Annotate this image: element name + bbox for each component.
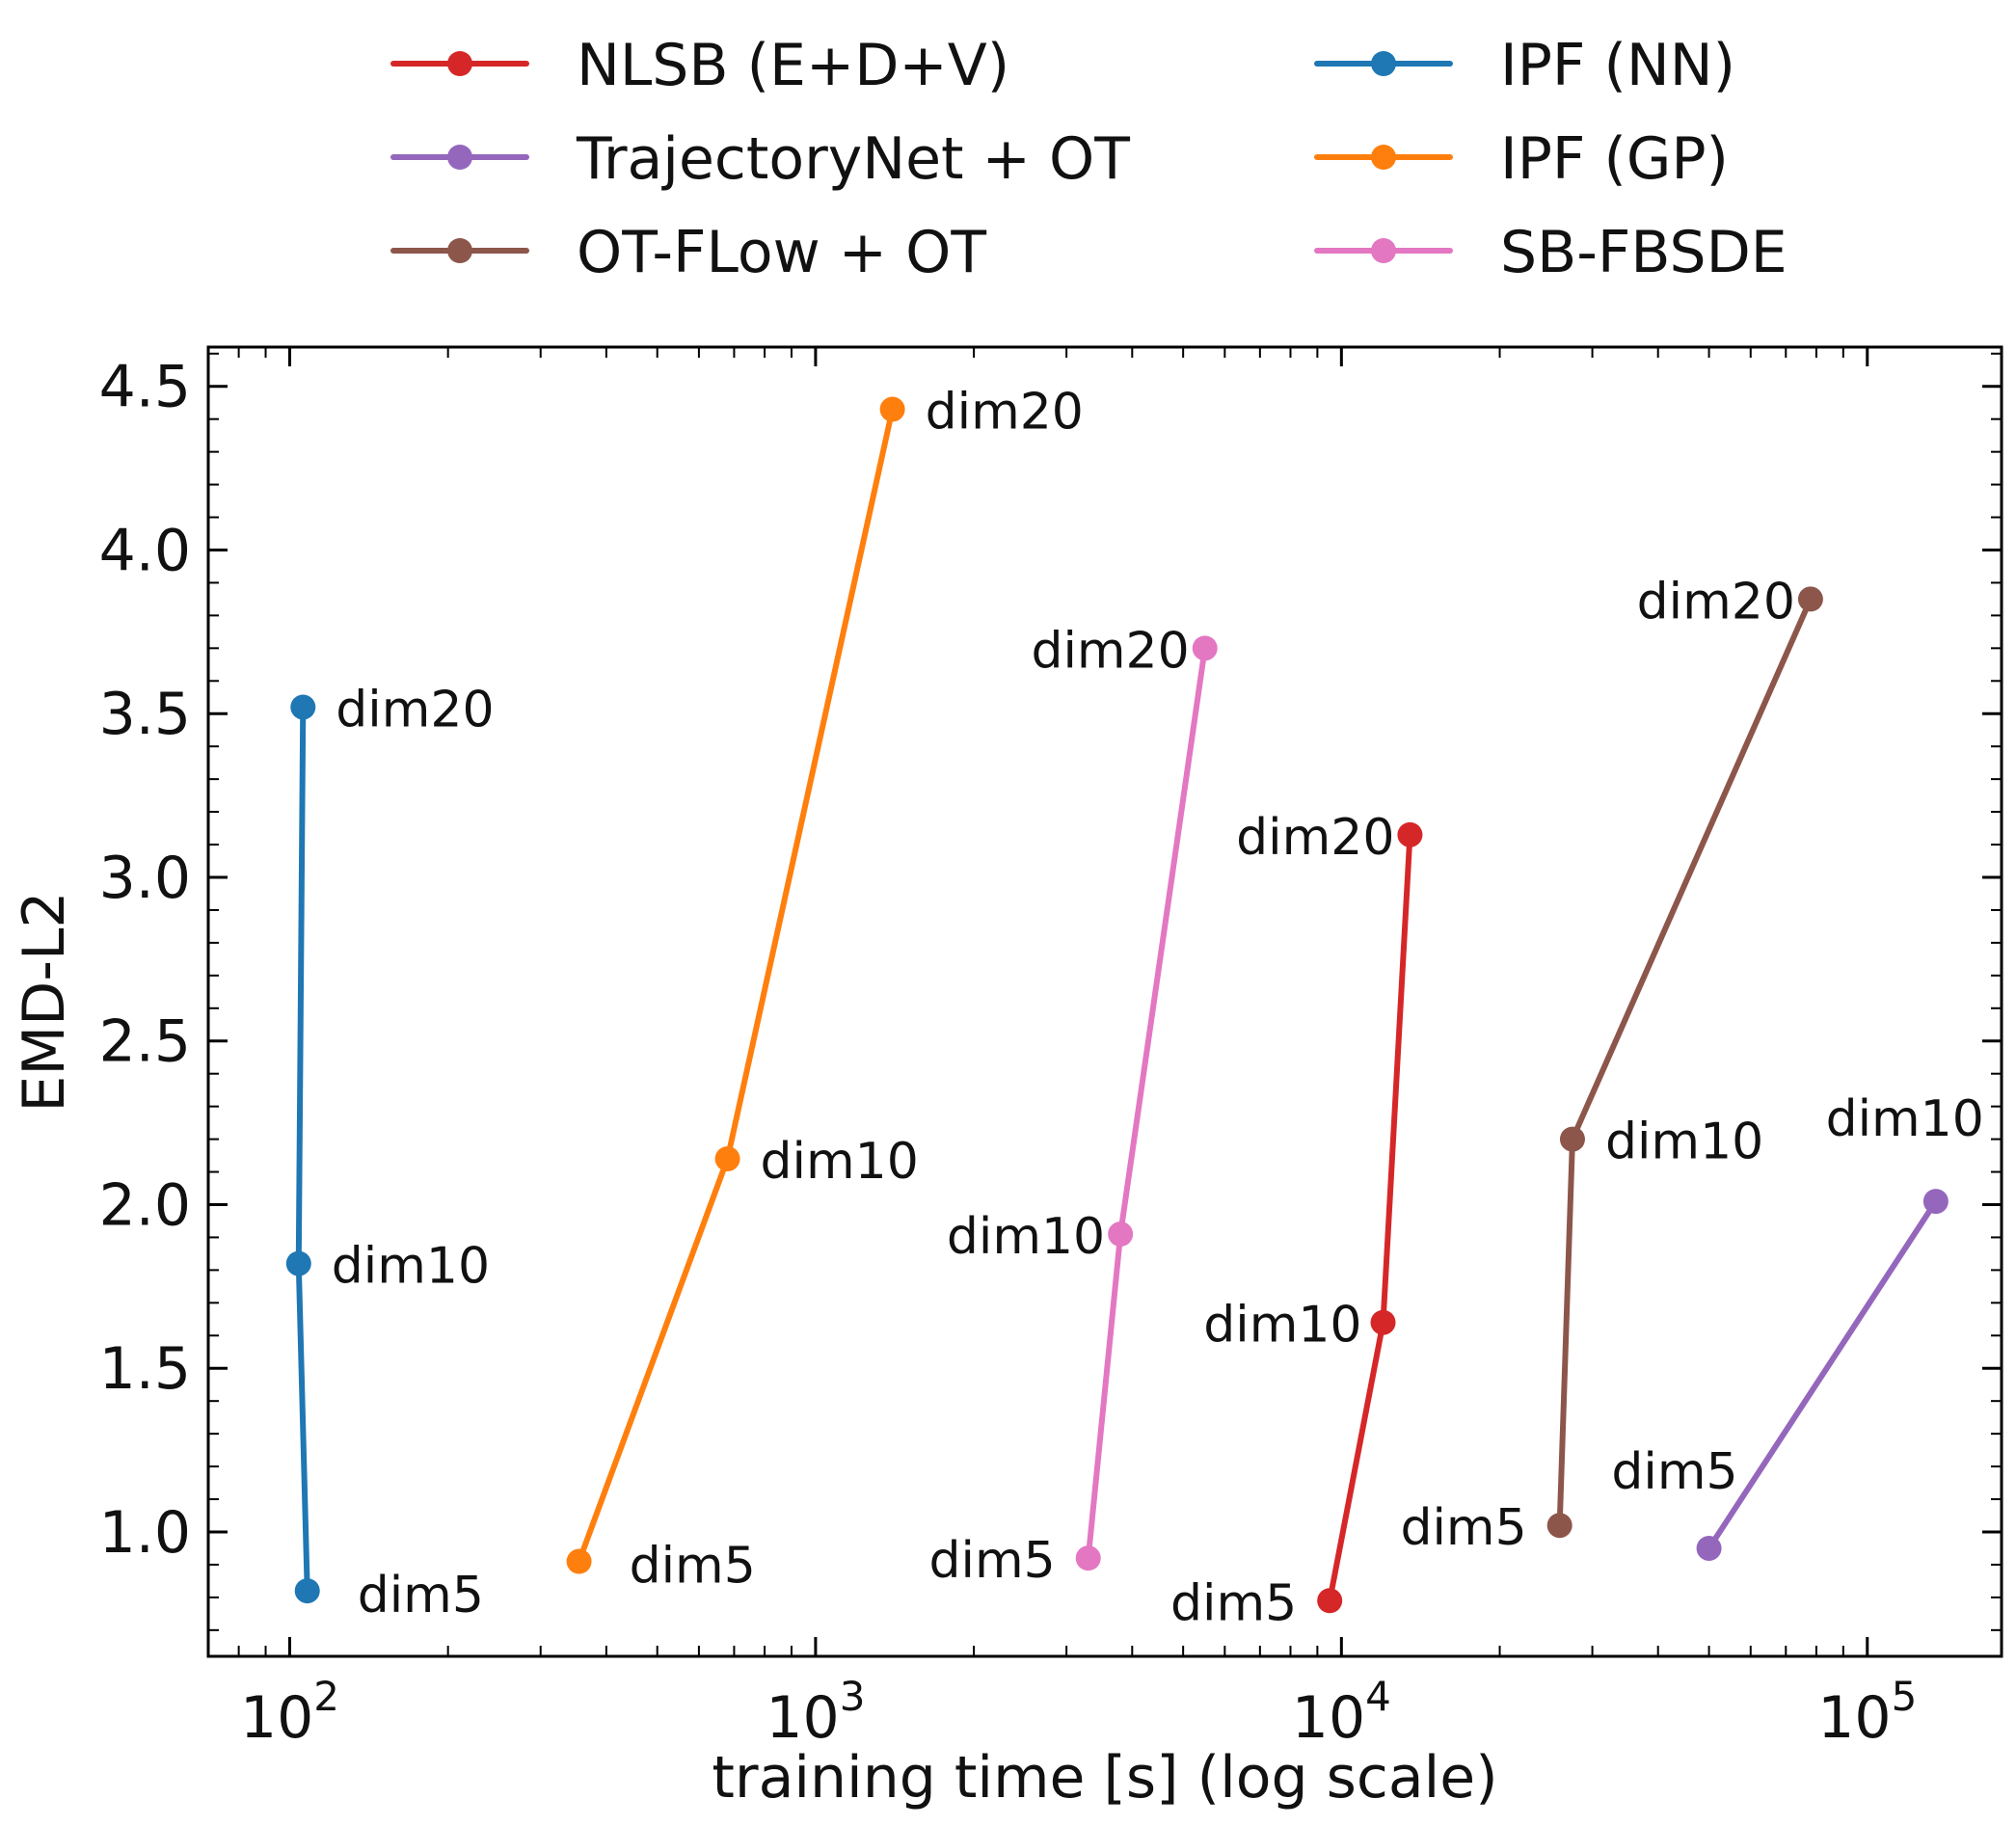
data-point (1922, 1189, 1949, 1215)
x-tick-label: 105 (1817, 1673, 1917, 1752)
data-point (1370, 1309, 1396, 1335)
data-point (566, 1548, 592, 1574)
y-tick-label: 1.5 (99, 1335, 191, 1403)
x-axis-tick-labels: 102 103 104 105 (240, 1673, 1917, 1752)
point-label: dim5 (1400, 1499, 1526, 1557)
point-label: dim10 (761, 1133, 919, 1191)
point-label: dim20 (1236, 809, 1394, 867)
point-label: dim10 (332, 1238, 490, 1296)
point-label: dim20 (1031, 622, 1189, 680)
point-label: dim5 (1170, 1574, 1297, 1632)
series-line (1085, 645, 1208, 1562)
data-point (1546, 1513, 1572, 1539)
series-ipf-nn-: dim5 dim10 dim20 (285, 681, 495, 1625)
legend-label: SB-FBSDE (1500, 219, 1788, 286)
legend-label: NLSB (E+D+V) (577, 32, 1009, 99)
legend-marker (1371, 238, 1396, 263)
x-tick-base: 10 (1817, 1684, 1891, 1752)
point-label: dim5 (929, 1532, 1056, 1590)
point-label: dim10 (1203, 1297, 1361, 1355)
series-line (1327, 831, 1413, 1604)
series-line (1556, 596, 1814, 1529)
y-axis-ticks (208, 352, 2002, 1631)
x-axis-ticks (207, 347, 1869, 1656)
x-tick-label: 104 (1292, 1673, 1391, 1752)
series-sb-fbsde: dim5 dim10 dim20 (929, 622, 1218, 1590)
legend-item: NLSB (E+D+V) (390, 32, 1009, 99)
point-label: dim10 (1605, 1114, 1763, 1171)
x-tick-exponent: 4 (1365, 1673, 1391, 1720)
y-axis-label: EMD-L2 (11, 891, 78, 1112)
legend-item: IPF (NN) (1314, 32, 1735, 99)
legend-marker (447, 145, 472, 170)
x-tick-exponent: 5 (1892, 1673, 1918, 1720)
series-line (576, 406, 896, 1565)
legend: NLSB (E+D+V) TrajectoryNet + OT OT-FLow + … (390, 32, 1788, 286)
data-point (1075, 1545, 1101, 1571)
y-tick-label: 1.0 (99, 1499, 191, 1567)
data-point (294, 1578, 320, 1604)
y-tick-label: 3.5 (99, 681, 191, 748)
x-tick-exponent: 2 (313, 1673, 339, 1720)
data-point (714, 1145, 740, 1171)
data-point (1559, 1126, 1585, 1152)
legend-item: SB-FBSDE (1314, 219, 1788, 286)
legend-label: IPF (GP) (1500, 125, 1729, 193)
series-line (1706, 1198, 1939, 1551)
series-layer: dim5dim10dim20dim5dim10dim5dim10dim20dim… (285, 384, 1984, 1632)
y-tick-label: 4.5 (99, 354, 191, 421)
data-point (1108, 1222, 1134, 1248)
legend-item: TrajectoryNet + OT (390, 125, 1130, 193)
x-tick-base: 10 (1292, 1684, 1365, 1752)
point-label: dim20 (336, 681, 494, 738)
legend-marker (1371, 51, 1396, 76)
axes: 102 103 104 105 1.01.52.02.53.03.54.04.5 tr… (11, 345, 2003, 1812)
data-point (879, 396, 905, 422)
y-tick-label: 3.0 (99, 845, 191, 912)
x-tick-exponent: 3 (840, 1673, 866, 1720)
y-tick-label: 4.0 (99, 517, 191, 584)
point-label: dim10 (1826, 1090, 1984, 1148)
data-point (285, 1250, 311, 1276)
point-label: dim5 (358, 1567, 484, 1625)
data-point (1317, 1588, 1343, 1614)
legend-marker (447, 238, 472, 263)
data-point (1696, 1535, 1722, 1561)
series-ipf-gp-: dim5 dim10 dim20 (566, 384, 1084, 1596)
series-line (295, 704, 310, 1595)
x-tick-base: 10 (240, 1684, 313, 1752)
point-label: dim20 (926, 384, 1084, 442)
x-tick-base: 10 (766, 1684, 839, 1752)
legend-marker (447, 51, 472, 76)
series-trajectorynet-ot: dim5 dim10 (1611, 1090, 1984, 1561)
point-label: dim10 (947, 1208, 1105, 1266)
legend-item: IPF (GP) (1314, 125, 1729, 193)
legend-label: IPF (NN) (1500, 32, 1735, 99)
y-tick-label: 2.5 (99, 1008, 191, 1076)
x-tick-label: 102 (240, 1673, 339, 1752)
y-tick-label: 2.0 (99, 1171, 191, 1239)
x-axis-label: training time [s] (log scale) (712, 1744, 1497, 1812)
plot-frame (206, 345, 2003, 1658)
data-point (290, 694, 316, 720)
series-nlsb-e-d-v-: dim5 dim10 dim20 (1170, 809, 1423, 1632)
legend-item: OT-FLow + OT (390, 219, 986, 286)
legend-marker (1371, 145, 1396, 170)
y-axis-tick-labels: 1.0 1.5 2.0 2.5 3.0 3.5 4.0 4.5 (99, 354, 191, 1567)
point-label: dim5 (630, 1538, 756, 1596)
x-tick-label: 103 (766, 1673, 865, 1752)
data-point (1192, 635, 1218, 661)
data-point (1397, 821, 1423, 847)
data-point (1797, 586, 1823, 612)
legend-label: OT-FLow + OT (577, 219, 986, 286)
point-label: dim5 (1611, 1443, 1737, 1501)
point-label: dim20 (1637, 573, 1795, 631)
legend-label: TrajectoryNet + OT (576, 125, 1130, 193)
series-ot-flow-ot: dim5 dim10 dim20 (1400, 573, 1823, 1557)
